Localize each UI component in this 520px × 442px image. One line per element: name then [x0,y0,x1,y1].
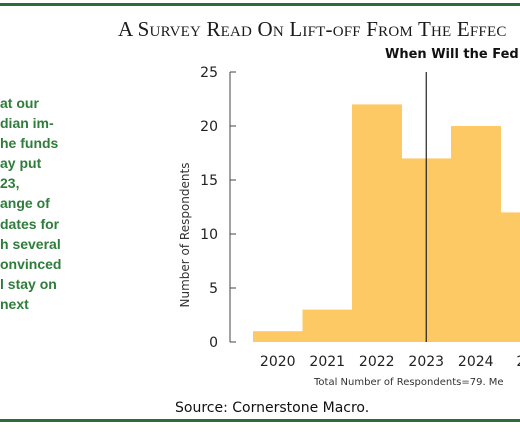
sidebar-line: ange of [0,195,50,212]
histogram-bar [352,104,402,343]
bottom-green-rule [0,419,520,422]
sidebar-line: next [0,295,29,312]
x-tick-label: 2020 [260,354,296,370]
x-tick-label: 2023 [408,354,444,370]
histogram-bar [451,126,501,342]
y-tick-label: 25 [200,65,218,81]
y-tick-label: 5 [209,281,218,297]
sidebar-line: at our [0,95,39,111]
x-tick-label: 2024 [458,354,494,370]
histogram-bar [302,309,353,342]
y-tick-label: 20 [200,119,218,135]
x-tick-label: 2021 [309,354,345,370]
chart-footnote: Total Number of Respondents=79. Me [314,377,504,388]
x-tick-label: 2022 [359,354,395,370]
sidebar-line: he funds [0,135,59,152]
sidebar-line: dates for [0,215,60,232]
sidebar-line: ay put [0,155,42,172]
y-tick-label: 0 [209,335,218,351]
sidebar-line: l stay on [0,275,57,292]
chart-subtitle: When Will the Fed [385,47,519,62]
source-line: Source: Cornerstone Macro. [175,400,370,416]
sidebar-line: h several [0,235,61,252]
sidebar-line: dian im- [0,115,54,132]
histogram-bar [253,331,303,342]
top-green-rule [0,3,520,6]
sidebar-text: at our dian im-he funds ay put 23, ange of da… [0,93,80,314]
y-axis-label: Number of Respondents [178,163,192,308]
x-tick-label: 20 [516,354,520,370]
chart-title: A Survey Read On Lift-off From The Effec [118,17,507,41]
y-tick-label: 10 [200,227,218,243]
sidebar-line: 23, [0,175,20,192]
histogram-bar [500,212,520,342]
sidebar-line: onvinced [0,255,62,272]
y-tick-label: 15 [200,173,218,189]
